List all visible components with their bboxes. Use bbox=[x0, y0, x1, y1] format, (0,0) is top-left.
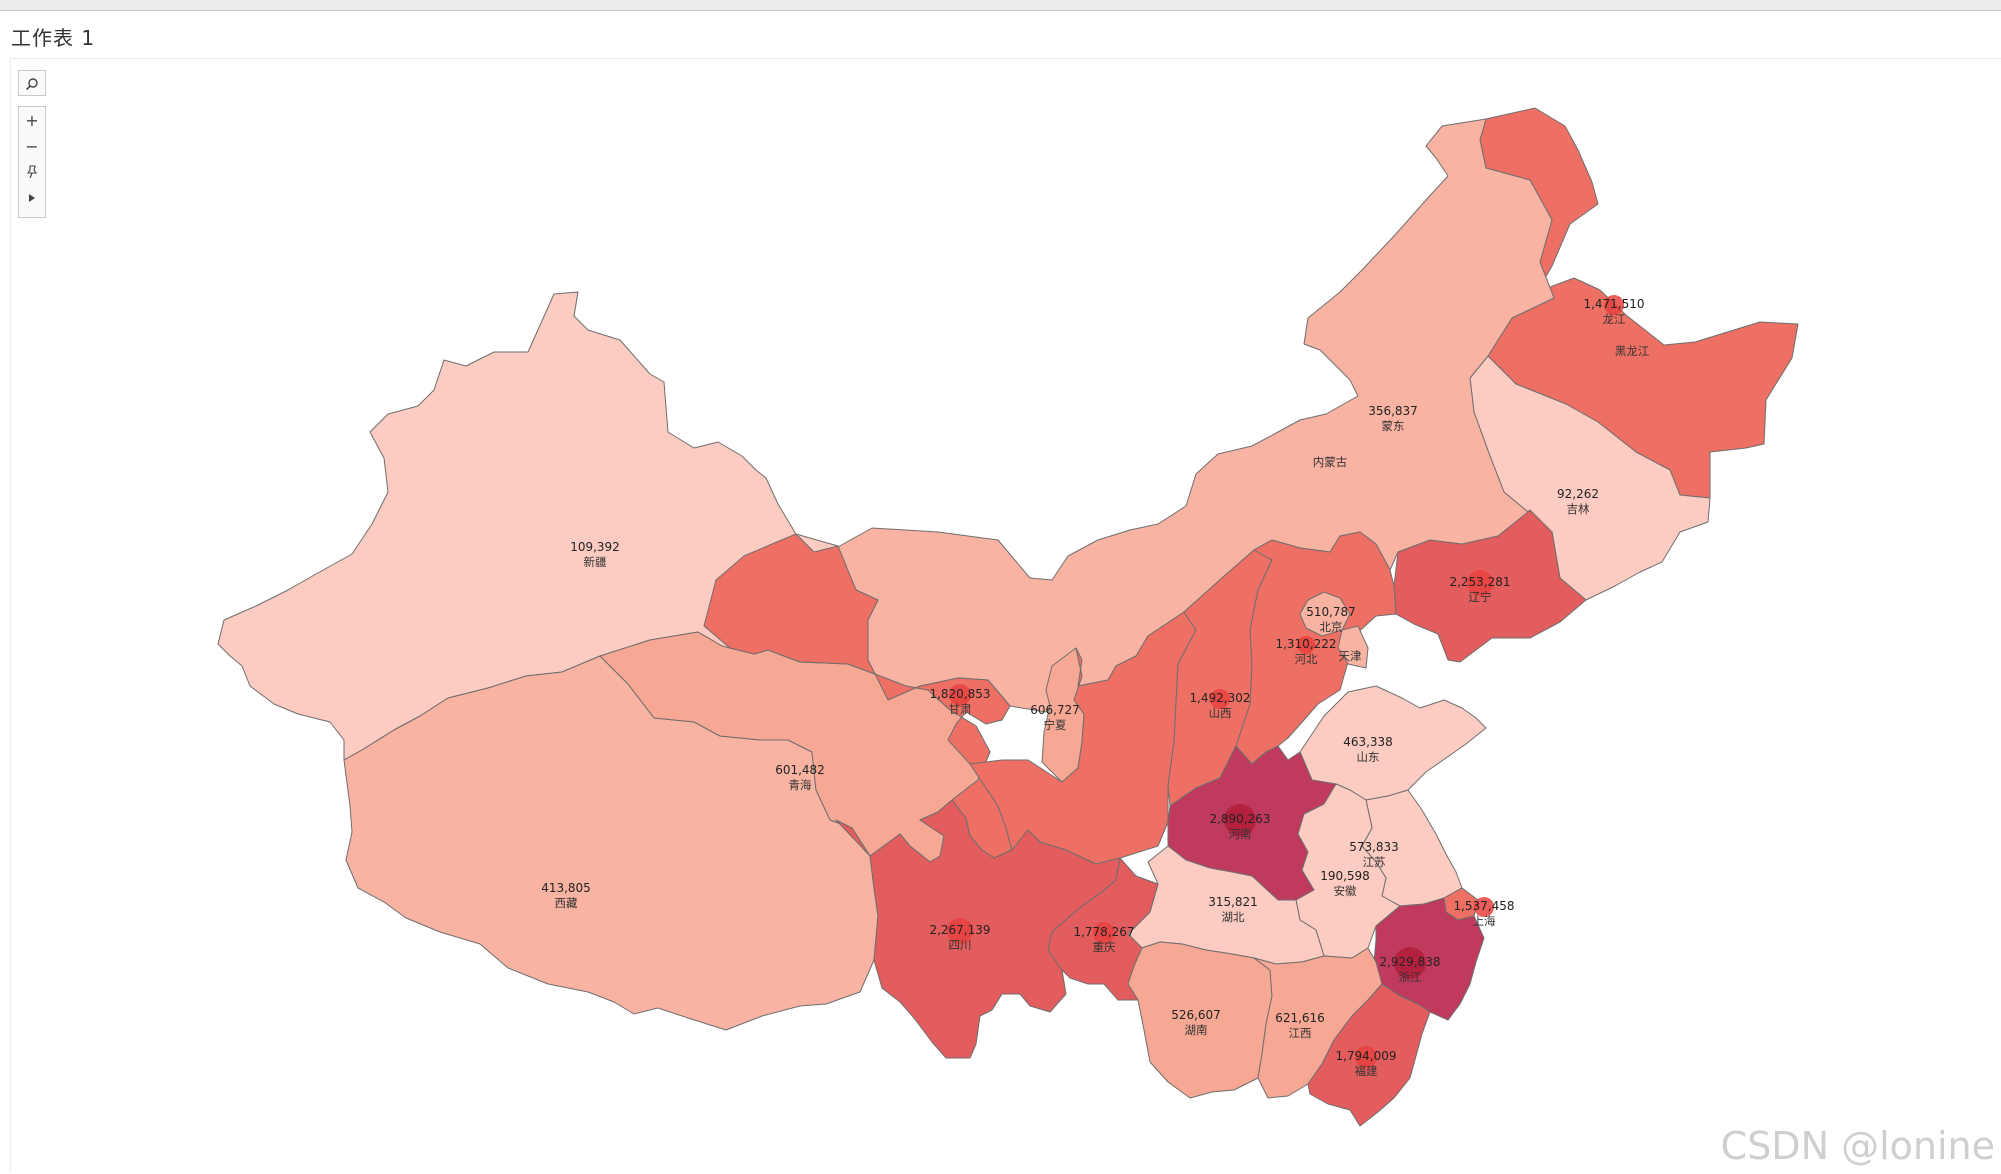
province-name-tianjin: 天津 bbox=[1339, 649, 1362, 663]
value-marker-fujian[interactable] bbox=[1355, 1046, 1377, 1068]
value-label-shandong: 463,338 bbox=[1343, 735, 1393, 749]
value-label-gansu: 1,820,853 bbox=[929, 687, 990, 701]
province-name-hubei: 湖北 bbox=[1222, 910, 1245, 924]
province-shape-hebei[interactable] bbox=[1235, 531, 1397, 765]
value-label-jiangsu: 573,833 bbox=[1349, 840, 1399, 854]
province-name-chongqing: 重庆 bbox=[1093, 940, 1116, 954]
pin-map-button[interactable] bbox=[19, 159, 45, 185]
value-marker-shanxi[interactable] bbox=[1210, 689, 1230, 709]
map-zoom-toolbar: + − bbox=[18, 106, 46, 218]
zoom-in-button[interactable]: + bbox=[19, 107, 45, 133]
play-triangle-icon bbox=[29, 194, 35, 202]
value-marker-heilongjiang-mark[interactable] bbox=[1604, 295, 1624, 315]
province-name-shanghai: 上海 bbox=[1473, 914, 1496, 928]
value-label-shanxi: 1,492,302 bbox=[1189, 691, 1250, 705]
province-name-jiangsu: 江苏 bbox=[1363, 855, 1386, 869]
province-name-jiangxi: 江西 bbox=[1289, 1026, 1312, 1040]
value-label-liaoning: 2,253,281 bbox=[1449, 575, 1510, 589]
province-name-neimenggu: 内蒙古 bbox=[1313, 455, 1348, 469]
pin-icon bbox=[26, 165, 38, 179]
value-label-zhejiang: 2,929,838 bbox=[1379, 955, 1440, 969]
magnifier-icon bbox=[25, 78, 38, 91]
value-label-beijing: 510,787 bbox=[1306, 605, 1356, 619]
value-marker-liaoning[interactable] bbox=[1467, 570, 1493, 596]
value-marker-shanghai[interactable] bbox=[1474, 897, 1494, 917]
value-label-fujian: 1,794,009 bbox=[1335, 1049, 1396, 1063]
province-name-qinghai: 青海 bbox=[789, 778, 812, 792]
zoom-out-button[interactable]: − bbox=[19, 133, 45, 159]
province-name-mengdong: 蒙东 bbox=[1382, 419, 1405, 433]
province-name-henan: 河南 bbox=[1229, 827, 1252, 841]
value-label-mengdong: 356,837 bbox=[1368, 404, 1418, 418]
search-button[interactable] bbox=[19, 71, 45, 97]
province-name-shanxi: 山西 bbox=[1209, 706, 1232, 720]
province-shape-tianjin[interactable] bbox=[1337, 625, 1369, 669]
value-label-qinghai: 601,482 bbox=[775, 763, 825, 777]
province-name-ningxia: 宁夏 bbox=[1044, 718, 1067, 732]
value-label-henan: 2,890,263 bbox=[1209, 812, 1270, 826]
value-marker-gansu[interactable] bbox=[949, 684, 971, 706]
visualization-frame bbox=[10, 58, 2001, 1171]
value-label-xizang: 413,805 bbox=[541, 881, 591, 895]
plus-icon: + bbox=[25, 110, 39, 130]
value-label-heilongjiang-mark: 1,471,510 bbox=[1583, 297, 1644, 311]
value-marker-hebei[interactable] bbox=[1297, 636, 1315, 654]
province-name-sichuan: 四川 bbox=[949, 938, 972, 952]
minus-icon: − bbox=[25, 136, 39, 156]
value-label-chongqing: 1,778,267 bbox=[1073, 925, 1134, 939]
province-name-jilin: 吉林 bbox=[1567, 502, 1590, 516]
value-label-xinjiang: 109,392 bbox=[570, 540, 620, 554]
province-name-beijing: 北京 bbox=[1320, 620, 1343, 634]
province-name-xizang: 西藏 bbox=[555, 896, 578, 910]
province-name-hunan: 湖南 bbox=[1185, 1023, 1208, 1037]
province-name-heilongjiang-mark: 龙江 bbox=[1603, 312, 1626, 326]
value-label-hebei: 1,310,222 bbox=[1275, 637, 1336, 651]
sheet-title: 工作表 1 bbox=[11, 26, 96, 50]
value-label-hunan: 526,607 bbox=[1171, 1008, 1221, 1022]
expand-toolbar-button[interactable] bbox=[19, 185, 45, 211]
province-name-liaoning: 辽宁 bbox=[1469, 590, 1492, 604]
value-marker-sichuan[interactable] bbox=[947, 918, 973, 944]
province-name-shandong: 山东 bbox=[1357, 750, 1380, 764]
value-label-hubei: 315,821 bbox=[1208, 895, 1258, 909]
value-label-ningxia: 606,727 bbox=[1030, 703, 1080, 717]
value-marker-zhejiang[interactable] bbox=[1394, 947, 1426, 979]
value-label-jilin: 92,262 bbox=[1557, 487, 1599, 501]
province-name-gansu: 甘肃 bbox=[949, 702, 972, 716]
watermark: CSDN @lonine bbox=[1720, 1124, 1995, 1168]
province-name-heilongjiang: 黑龙江 bbox=[1615, 344, 1650, 358]
window-top-bar bbox=[0, 0, 2001, 11]
province-name-xinjiang: 新疆 bbox=[584, 555, 607, 569]
value-marker-henan[interactable] bbox=[1224, 804, 1256, 836]
value-label-sichuan: 2,267,139 bbox=[929, 923, 990, 937]
value-label-jiangxi: 621,616 bbox=[1275, 1011, 1325, 1025]
province-name-zhejiang: 浙江 bbox=[1399, 970, 1422, 984]
province-name-hebei: 河北 bbox=[1295, 652, 1318, 666]
province-name-fujian: 福建 bbox=[1355, 1064, 1378, 1078]
value-label-anhui: 190,598 bbox=[1320, 869, 1370, 883]
province-name-anhui: 安徽 bbox=[1334, 884, 1357, 898]
value-marker-chongqing[interactable] bbox=[1093, 922, 1115, 944]
value-label-shanghai: 1,537,458 bbox=[1453, 899, 1514, 913]
map-search-toolbar bbox=[18, 70, 46, 96]
